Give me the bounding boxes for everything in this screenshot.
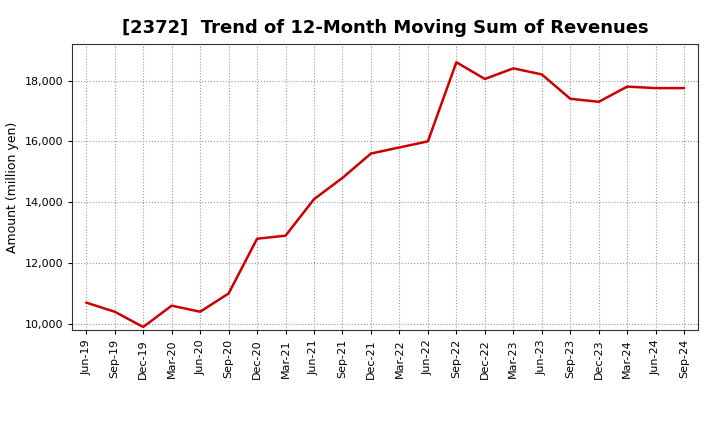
Title: [2372]  Trend of 12-Month Moving Sum of Revenues: [2372] Trend of 12-Month Moving Sum of R… bbox=[122, 19, 649, 37]
Y-axis label: Amount (million yen): Amount (million yen) bbox=[6, 121, 19, 253]
